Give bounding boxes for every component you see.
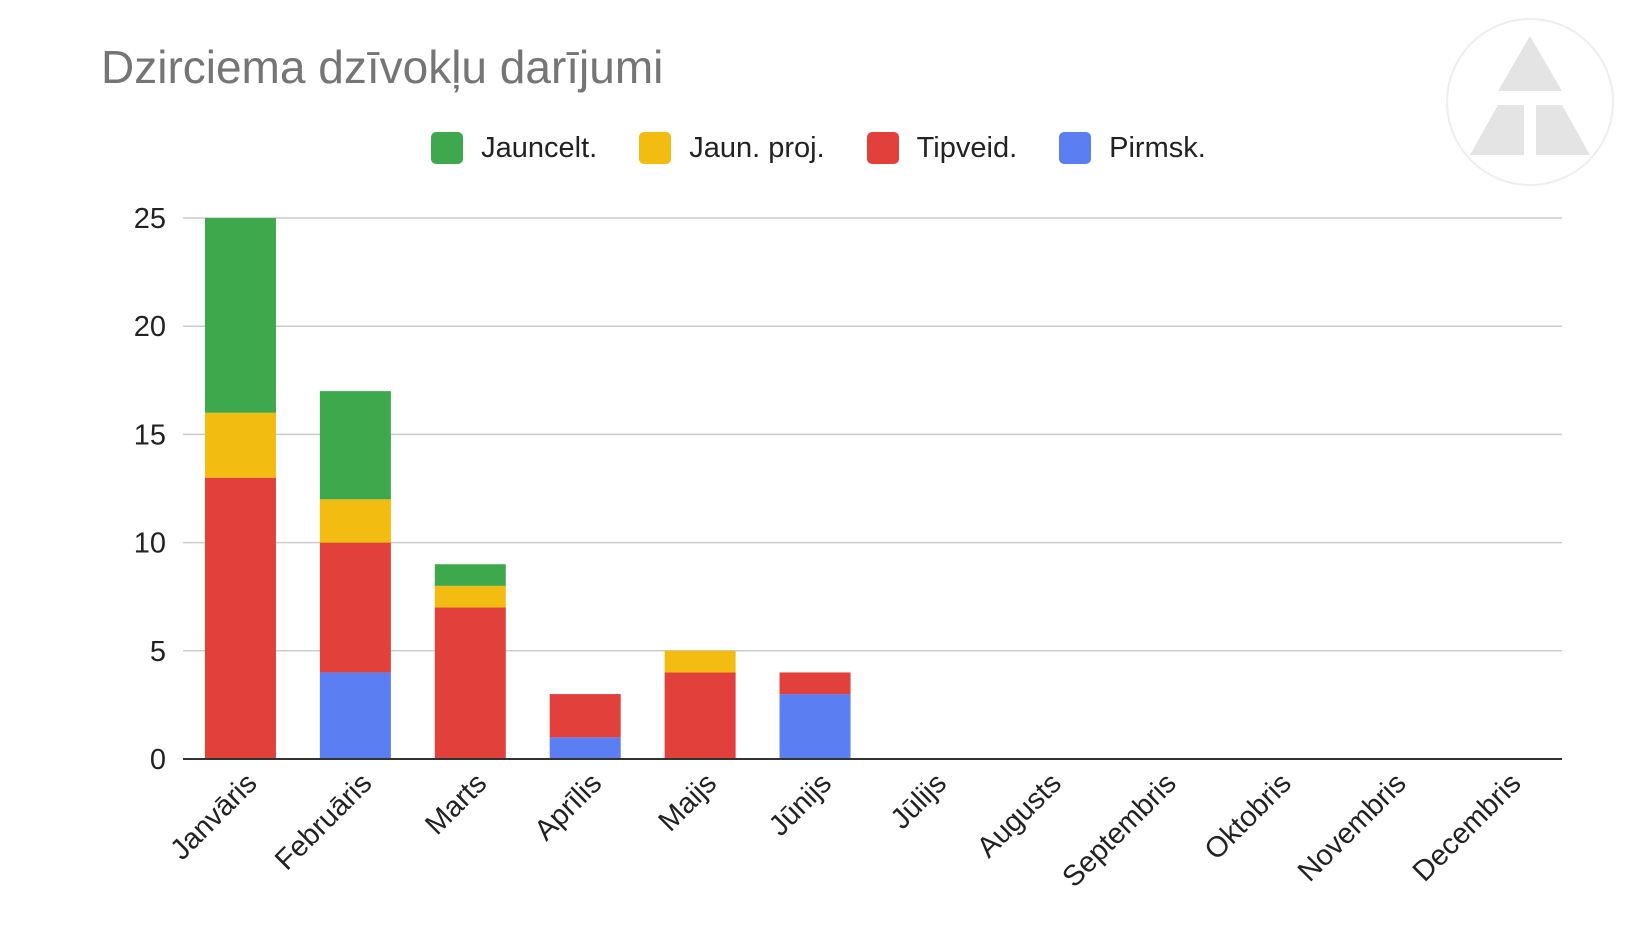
- x-tick-label: Jūnijs: [763, 767, 838, 842]
- y-tick-label: 25: [134, 203, 166, 235]
- x-tick-label: Septembris: [1056, 767, 1182, 893]
- legend-swatch-jaun-proj: [639, 132, 672, 164]
- y-tick-label: 5: [150, 636, 166, 668]
- legend-item-jauncelt: Jauncelt.: [431, 132, 597, 165]
- chart-title: Dzirciema dzīvokļu darījumi: [101, 41, 664, 93]
- triangle-logo-icon: [1446, 18, 1614, 186]
- x-tick-label: Decembris: [1407, 767, 1528, 888]
- x-tick-label: Maijs: [653, 767, 723, 837]
- bar-segment: [204, 412, 276, 478]
- y-tick-label: 15: [134, 419, 166, 451]
- bar-segment: [779, 694, 851, 759]
- bar-segment: [319, 391, 391, 500]
- bar-segment: [319, 542, 391, 673]
- bar-segment: [434, 585, 506, 608]
- legend-label-tipveid: Tipveid.: [916, 131, 1018, 164]
- legend-swatch-pirmsk: [1059, 132, 1092, 164]
- bar-segment: [779, 672, 851, 695]
- x-tick-label: Janvāris: [164, 767, 263, 866]
- legend-label-jaun-proj: Jaun. proj.: [689, 131, 825, 164]
- bar-segment: [549, 694, 621, 738]
- x-tick-label: Aprīlis: [529, 767, 609, 847]
- legend-swatch-tipveid: [866, 132, 899, 164]
- bar-segment: [204, 477, 276, 759]
- x-tick-label: Novembris: [1292, 767, 1413, 888]
- bar-segment: [434, 564, 506, 586]
- x-tick-label: Augusts: [971, 767, 1068, 864]
- x-tick-label: Februāris: [269, 767, 378, 876]
- y-tick-label: 10: [134, 528, 166, 560]
- bar-segment: [319, 672, 391, 759]
- legend-label-pirmsk: Pirmsk.: [1109, 131, 1206, 164]
- x-tick-label: Marts: [419, 767, 493, 841]
- legend-item-tipveid: Tipveid.: [866, 131, 1018, 165]
- y-tick-label: 0: [150, 744, 166, 776]
- legend-item-pirmsk: Pirmsk.: [1059, 132, 1206, 165]
- bar-segment: [549, 737, 621, 759]
- bar-segment: [319, 499, 391, 543]
- x-tick-label: Jūlijs: [885, 767, 953, 835]
- legend-swatch-jauncelt: [431, 132, 464, 164]
- bar-segment: [664, 672, 736, 759]
- legend-item-jaun-proj: Jaun. proj.: [639, 131, 825, 165]
- bar-segment: [664, 650, 736, 673]
- legend-label-jauncelt: Jauncelt.: [481, 131, 598, 164]
- bar-segment: [434, 607, 506, 759]
- bar-segment: [204, 218, 276, 413]
- x-tick-label: Oktobris: [1199, 767, 1298, 866]
- legend: Jauncelt. Jaun. proj. Tipveid. Pirmsk.: [0, 128, 1637, 168]
- y-tick-label: 20: [134, 311, 166, 343]
